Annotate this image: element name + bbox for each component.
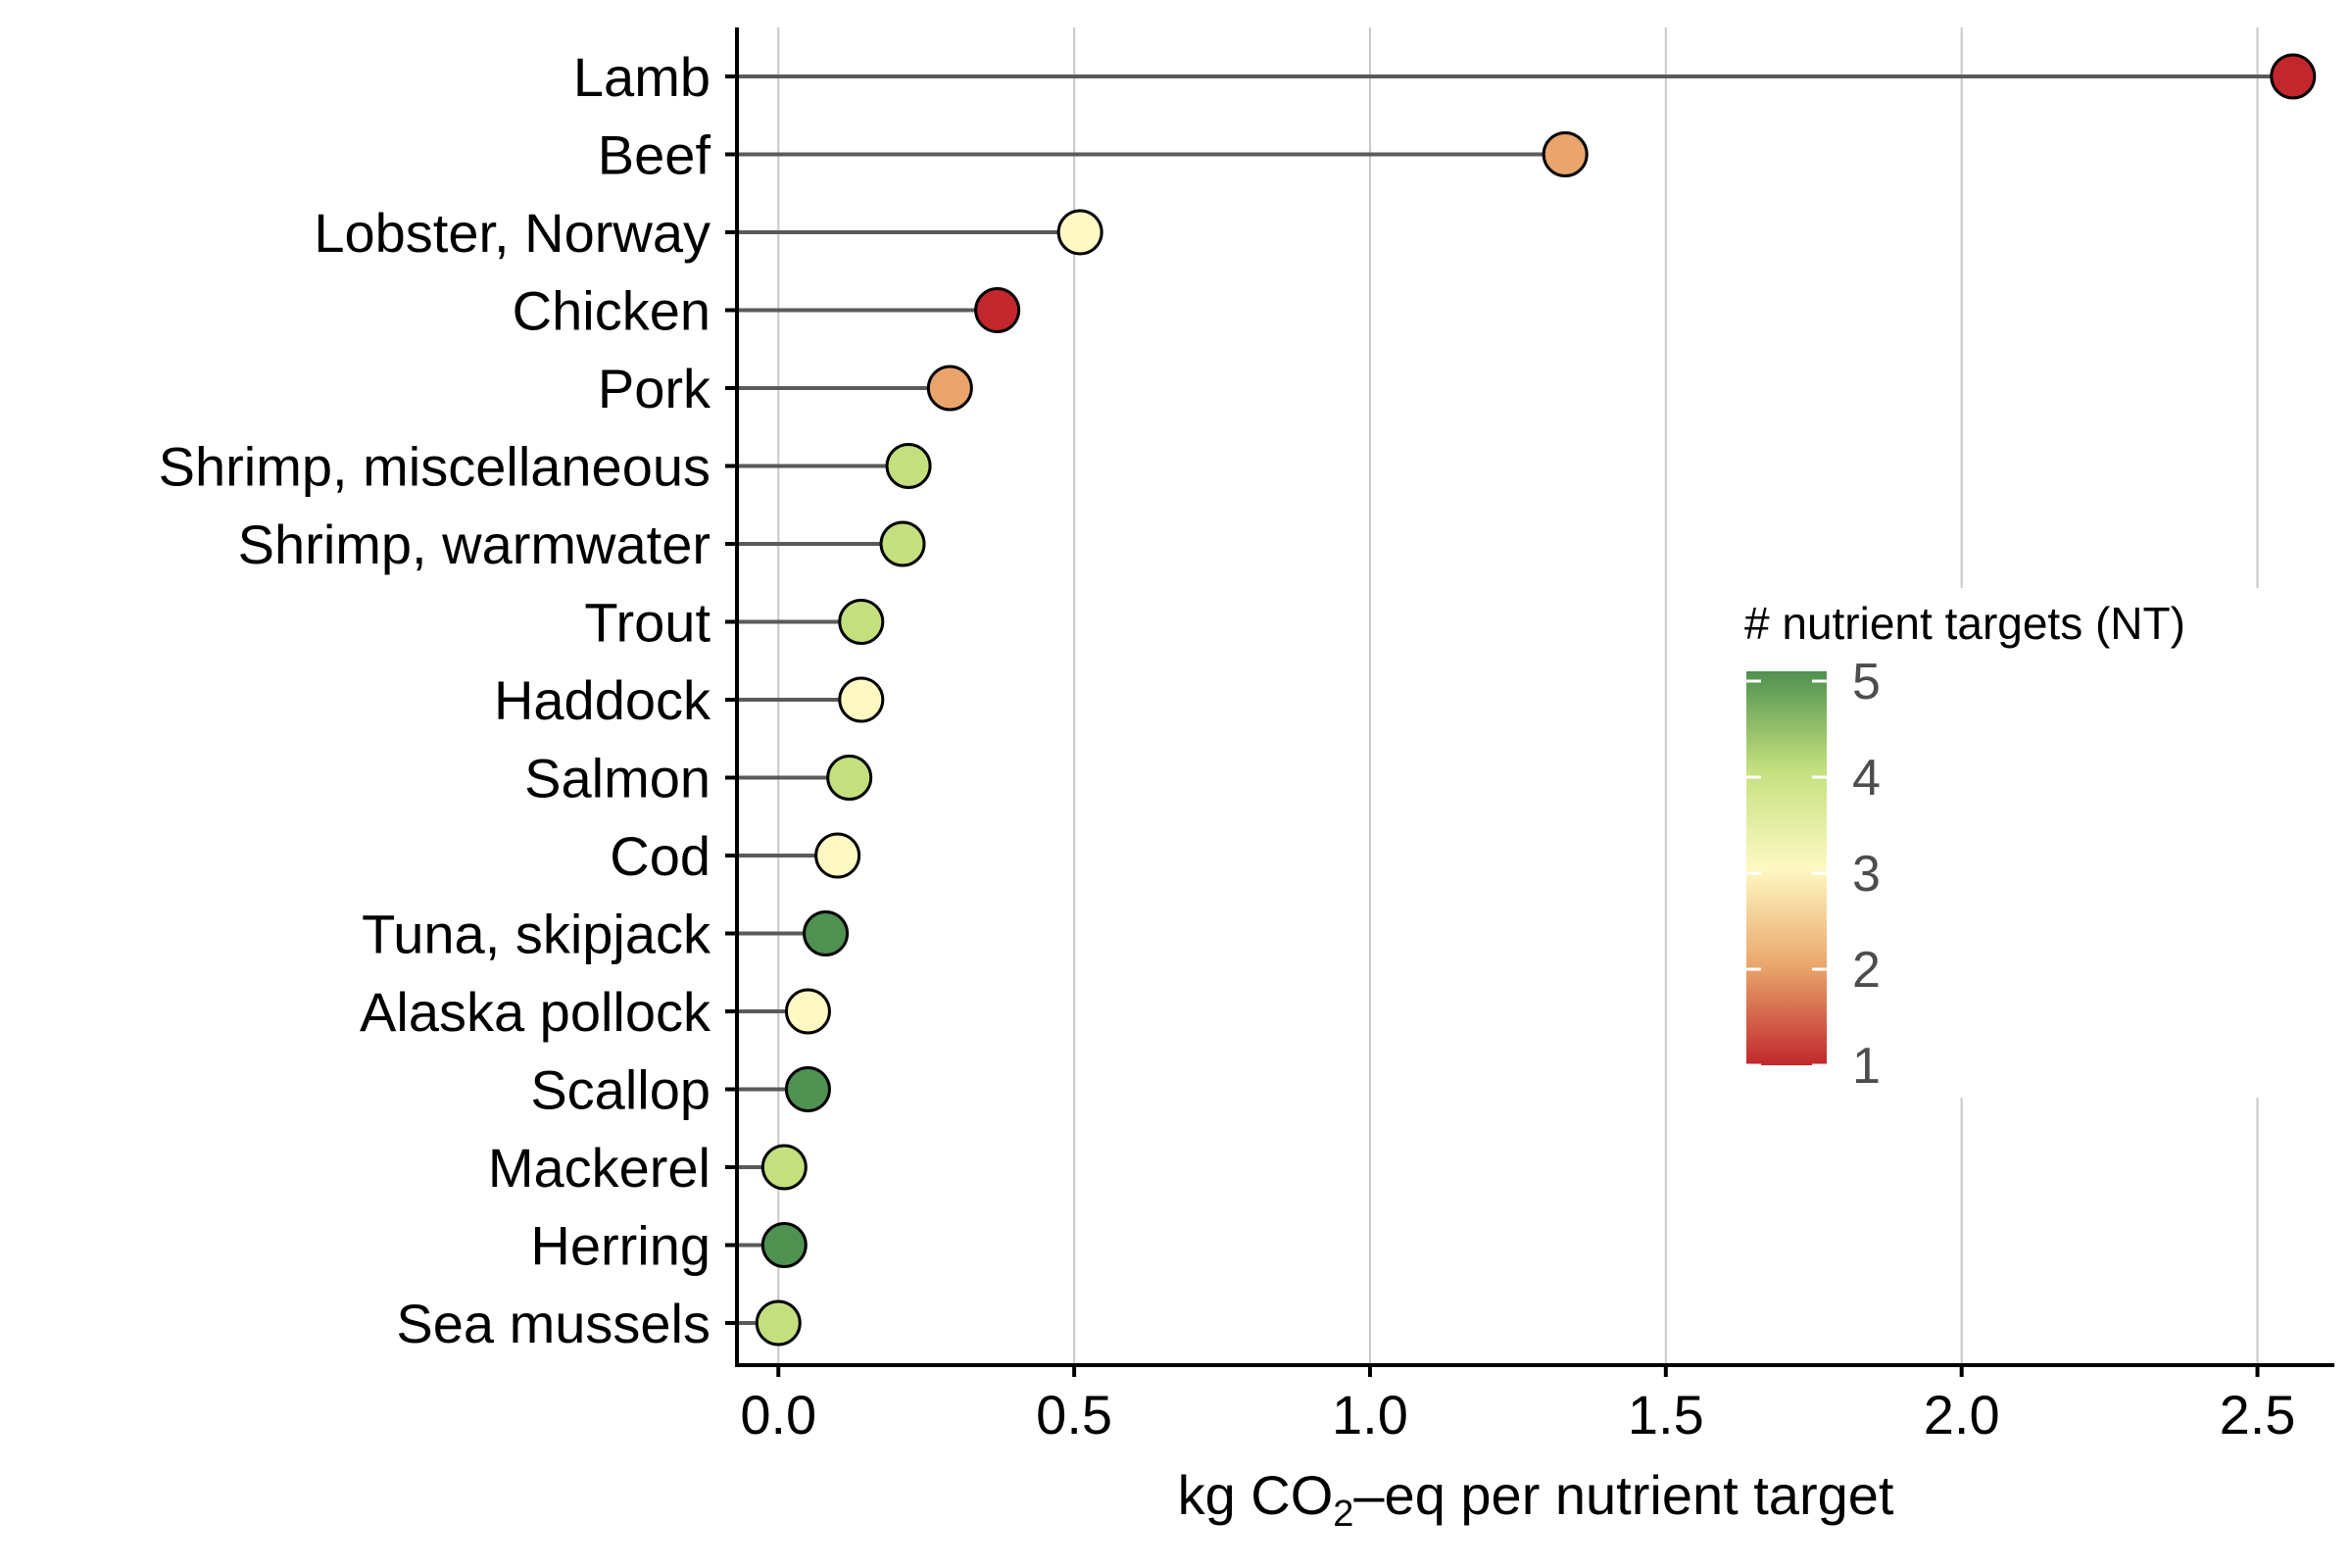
color-legend: # nutrient targets (NT) 5 4 3 2 1 <box>1744 598 2185 1095</box>
data-point <box>784 1066 831 1112</box>
x-axis-title-subscript: 2 <box>1333 1494 1353 1535</box>
data-point <box>879 520 926 567</box>
legend-tick-label: 1 <box>1852 1038 1881 1095</box>
legend-colorbar <box>1746 671 1827 1065</box>
legend-ticks: 5 4 3 2 1 <box>1746 654 1881 1095</box>
x-tick-label: 2.0 <box>1924 1384 2000 1446</box>
x-axis: 0.0 0.5 1.0 1.5 2.0 2.5 <box>737 1363 2334 1446</box>
category-label: Tuna, skipjack <box>362 904 711 965</box>
data-point <box>1542 131 1589 177</box>
category-label: Lobster, Norway <box>314 202 710 264</box>
data-point <box>760 1222 808 1268</box>
data-point <box>803 910 850 956</box>
category-label: Herring <box>530 1215 710 1277</box>
category-label: Haddock <box>494 669 711 731</box>
y-axis: Lamb Beef Lobster, Norway Chicken Pork Shrimp… <box>159 27 739 1367</box>
category-label: Chicken <box>513 280 710 342</box>
data-point <box>885 443 932 489</box>
data-point <box>838 599 885 645</box>
points <box>755 53 2317 1347</box>
data-point <box>974 287 1021 333</box>
legend-tick-label: 4 <box>1852 750 1881 807</box>
category-label: Sea mussels <box>396 1293 710 1354</box>
data-point <box>838 676 885 723</box>
x-tick-label: 2.5 <box>2220 1384 2296 1446</box>
category-label: Cod <box>610 825 710 887</box>
legend-tick-label: 2 <box>1852 942 1881 999</box>
x-tick-label: 0.0 <box>740 1384 816 1446</box>
x-tick-label: 1.0 <box>1332 1384 1408 1446</box>
category-label: Trout <box>584 592 710 654</box>
category-label: Shrimp, warmwater <box>238 514 710 575</box>
x-axis-title-main: kg CO <box>1178 1464 1334 1526</box>
data-point <box>755 1299 802 1347</box>
category-label: Beef <box>598 124 711 186</box>
category-label: Mackerel <box>488 1137 710 1199</box>
data-point <box>1056 209 1103 256</box>
data-point <box>926 365 973 412</box>
data-point <box>784 988 831 1035</box>
x-tick-label: 1.5 <box>1628 1384 1704 1446</box>
x-axis-title: kg CO2–eq per nutrient target <box>1178 1464 1894 1535</box>
data-point <box>826 755 873 801</box>
category-label: Shrimp, miscellaneous <box>159 436 710 498</box>
category-label: Pork <box>598 358 711 419</box>
x-tick-label: 0.5 <box>1036 1384 1112 1446</box>
category-label: Scallop <box>530 1059 710 1121</box>
x-axis-title-rest: –eq per nutrient target <box>1353 1464 1893 1526</box>
data-point <box>760 1144 808 1191</box>
data-point <box>814 832 861 879</box>
category-label: Lamb <box>573 46 710 108</box>
legend-tick-label: 3 <box>1852 846 1881 903</box>
category-label: Alaska pollock <box>360 981 711 1043</box>
data-point <box>2270 53 2317 100</box>
legend-title: # nutrient targets (NT) <box>1744 598 2185 649</box>
category-label: Salmon <box>524 748 710 809</box>
legend-tick-label: 5 <box>1852 654 1881 710</box>
